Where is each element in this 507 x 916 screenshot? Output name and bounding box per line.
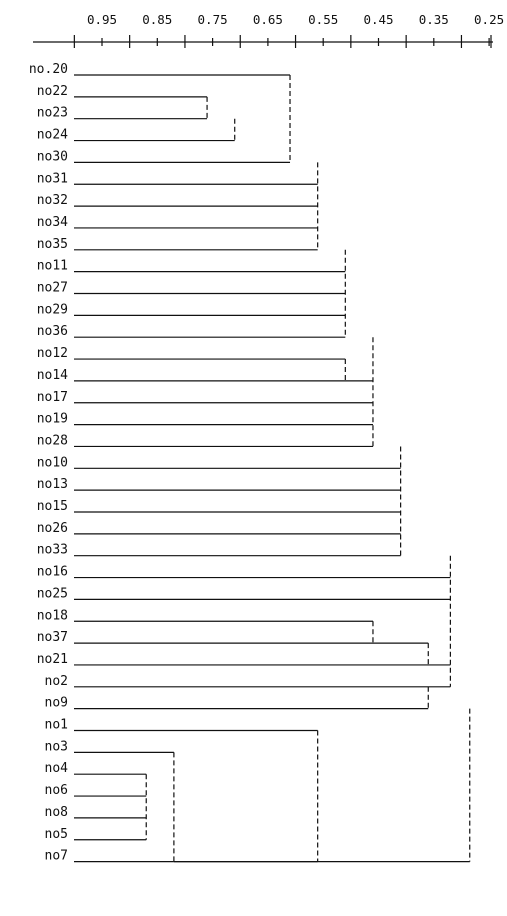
scale-tick-label: 0.55 xyxy=(308,12,338,27)
leaf-label: no23 xyxy=(37,106,68,121)
leaf-label: no33 xyxy=(37,543,68,558)
leaf-label: no14 xyxy=(37,368,68,383)
leaf-label: no11 xyxy=(37,259,68,274)
leaf-label: no.20 xyxy=(29,62,68,77)
leaf-label: no10 xyxy=(37,455,68,470)
leaf-label: no32 xyxy=(37,193,68,208)
leaf-label: no6 xyxy=(45,783,68,798)
scale-tick-label: 0.85 xyxy=(142,12,172,27)
leaf-label: no17 xyxy=(37,390,68,405)
leaf-label: no25 xyxy=(37,586,68,601)
leaf-label: no18 xyxy=(37,608,68,623)
leaf-label: no13 xyxy=(37,477,68,492)
leaf-label: no24 xyxy=(37,128,68,143)
leaf-label: no15 xyxy=(37,499,68,514)
leaf-label: no27 xyxy=(37,281,68,296)
leaf-label: no28 xyxy=(37,433,68,448)
leaf-label: no5 xyxy=(45,827,68,842)
leaf-label: no37 xyxy=(37,630,68,645)
leaf-label: no26 xyxy=(37,521,68,536)
leaf-label: no35 xyxy=(37,237,68,252)
leaf-label: no30 xyxy=(37,149,68,164)
leaf-label: no3 xyxy=(45,739,68,754)
leaf-label: no4 xyxy=(45,761,69,776)
leaf-label: no19 xyxy=(37,412,68,427)
leaf-label: no22 xyxy=(37,84,68,99)
scale-tick-label: 0.35 xyxy=(419,12,449,27)
leaf-label: no2 xyxy=(45,674,68,689)
leaf-label: no36 xyxy=(37,324,68,339)
leaf-label: no34 xyxy=(37,215,68,230)
leaf-label: no21 xyxy=(37,652,68,667)
leaf-label: no31 xyxy=(37,171,68,186)
scale-tick-label: 0.75 xyxy=(198,12,228,27)
leaf-label: no8 xyxy=(45,805,68,820)
leaf-label: no12 xyxy=(37,346,68,361)
leaf-label: no29 xyxy=(37,302,68,317)
scale-tick-label: 0.45 xyxy=(363,12,393,27)
scale-tick-label: 0.65 xyxy=(253,12,283,27)
leaf-label: no1 xyxy=(45,718,68,733)
leaf-label: no16 xyxy=(37,565,68,580)
scale-tick-label: 0.25 xyxy=(474,12,504,27)
scale-tick-label: 0.95 xyxy=(87,12,117,27)
leaf-label: no9 xyxy=(45,696,68,711)
leaf-label: no7 xyxy=(45,849,68,864)
